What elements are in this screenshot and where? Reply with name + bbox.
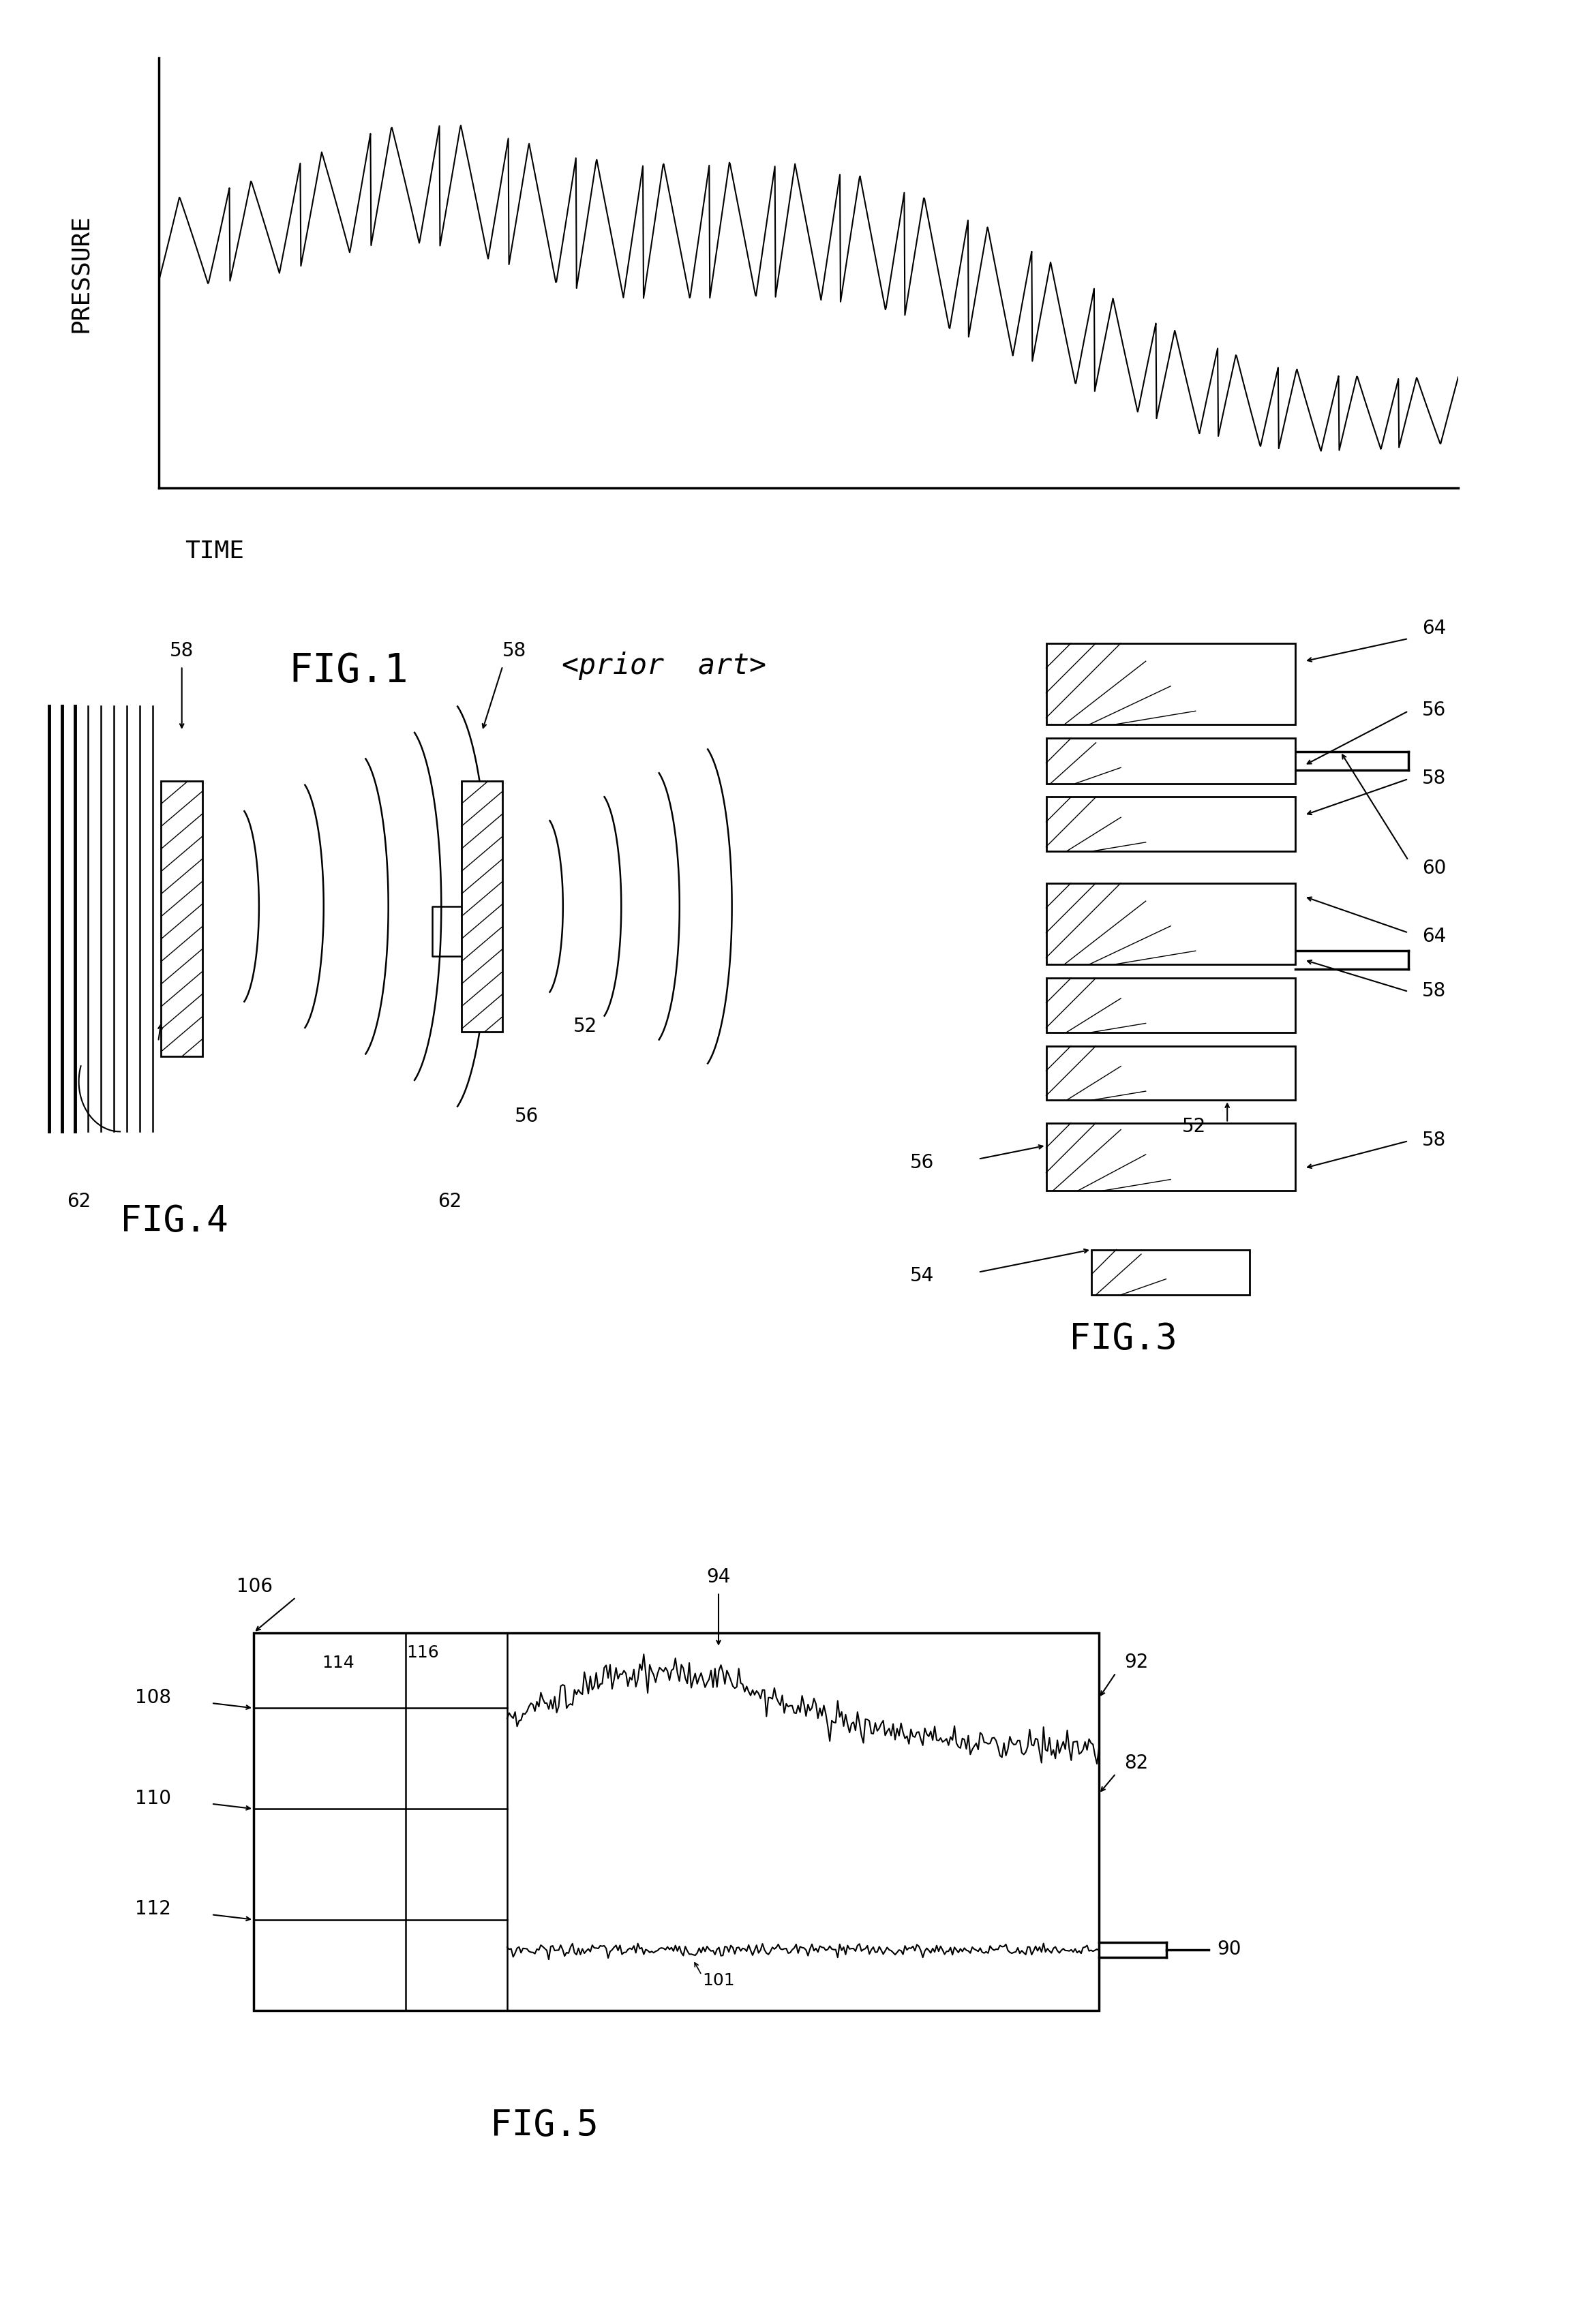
Text: 116: 116 <box>406 1645 439 1662</box>
Text: FIG.5: FIG.5 <box>490 2108 599 2143</box>
Text: <prior  art>: <prior art> <box>561 651 766 681</box>
Text: 62: 62 <box>67 1192 90 1211</box>
Text: 94: 94 <box>707 1566 731 1587</box>
Bar <box>162 781 203 1057</box>
Text: 56: 56 <box>910 1153 934 1171</box>
Text: 52: 52 <box>574 1016 598 1037</box>
Bar <box>254 1631 1098 2010</box>
Text: 52: 52 <box>1182 1118 1206 1136</box>
Bar <box>1046 978 1295 1032</box>
Text: 60: 60 <box>1422 860 1446 878</box>
Bar <box>1046 797 1295 851</box>
Text: 101: 101 <box>702 1973 735 1989</box>
Bar <box>1046 883 1295 964</box>
Bar <box>1092 1250 1251 1294</box>
Text: 58: 58 <box>1422 1129 1446 1150</box>
Text: 114: 114 <box>322 1655 355 1671</box>
Bar <box>461 781 502 1032</box>
Text: FIG.3: FIG.3 <box>1068 1322 1178 1357</box>
Text: 64: 64 <box>1422 927 1446 946</box>
Bar <box>1046 1122 1295 1190</box>
Text: 90: 90 <box>1217 1941 1241 1959</box>
Text: 112: 112 <box>135 1899 171 1920</box>
Text: 106: 106 <box>236 1578 273 1597</box>
Text: 58: 58 <box>170 641 193 660</box>
Text: FIG.4: FIG.4 <box>120 1204 228 1239</box>
Text: TIME: TIME <box>184 539 244 562</box>
Text: 108: 108 <box>135 1687 171 1708</box>
Text: 82: 82 <box>1124 1755 1148 1773</box>
Text: 56: 56 <box>515 1106 539 1125</box>
Text: 56: 56 <box>1422 700 1446 720</box>
Text: 92: 92 <box>1124 1652 1149 1671</box>
Bar <box>1046 644 1295 725</box>
Text: 58: 58 <box>502 641 526 660</box>
Text: 58: 58 <box>1422 769 1446 788</box>
Bar <box>1046 739 1295 783</box>
Bar <box>1046 1046 1295 1099</box>
Text: 110: 110 <box>135 1789 171 1808</box>
Text: 64: 64 <box>1422 618 1446 639</box>
Text: PRESSURE: PRESSURE <box>68 214 92 332</box>
Text: 62: 62 <box>437 1192 461 1211</box>
Text: 54: 54 <box>910 1267 934 1285</box>
Text: 58: 58 <box>1422 981 1446 999</box>
Text: FIG.1: FIG.1 <box>288 651 409 690</box>
